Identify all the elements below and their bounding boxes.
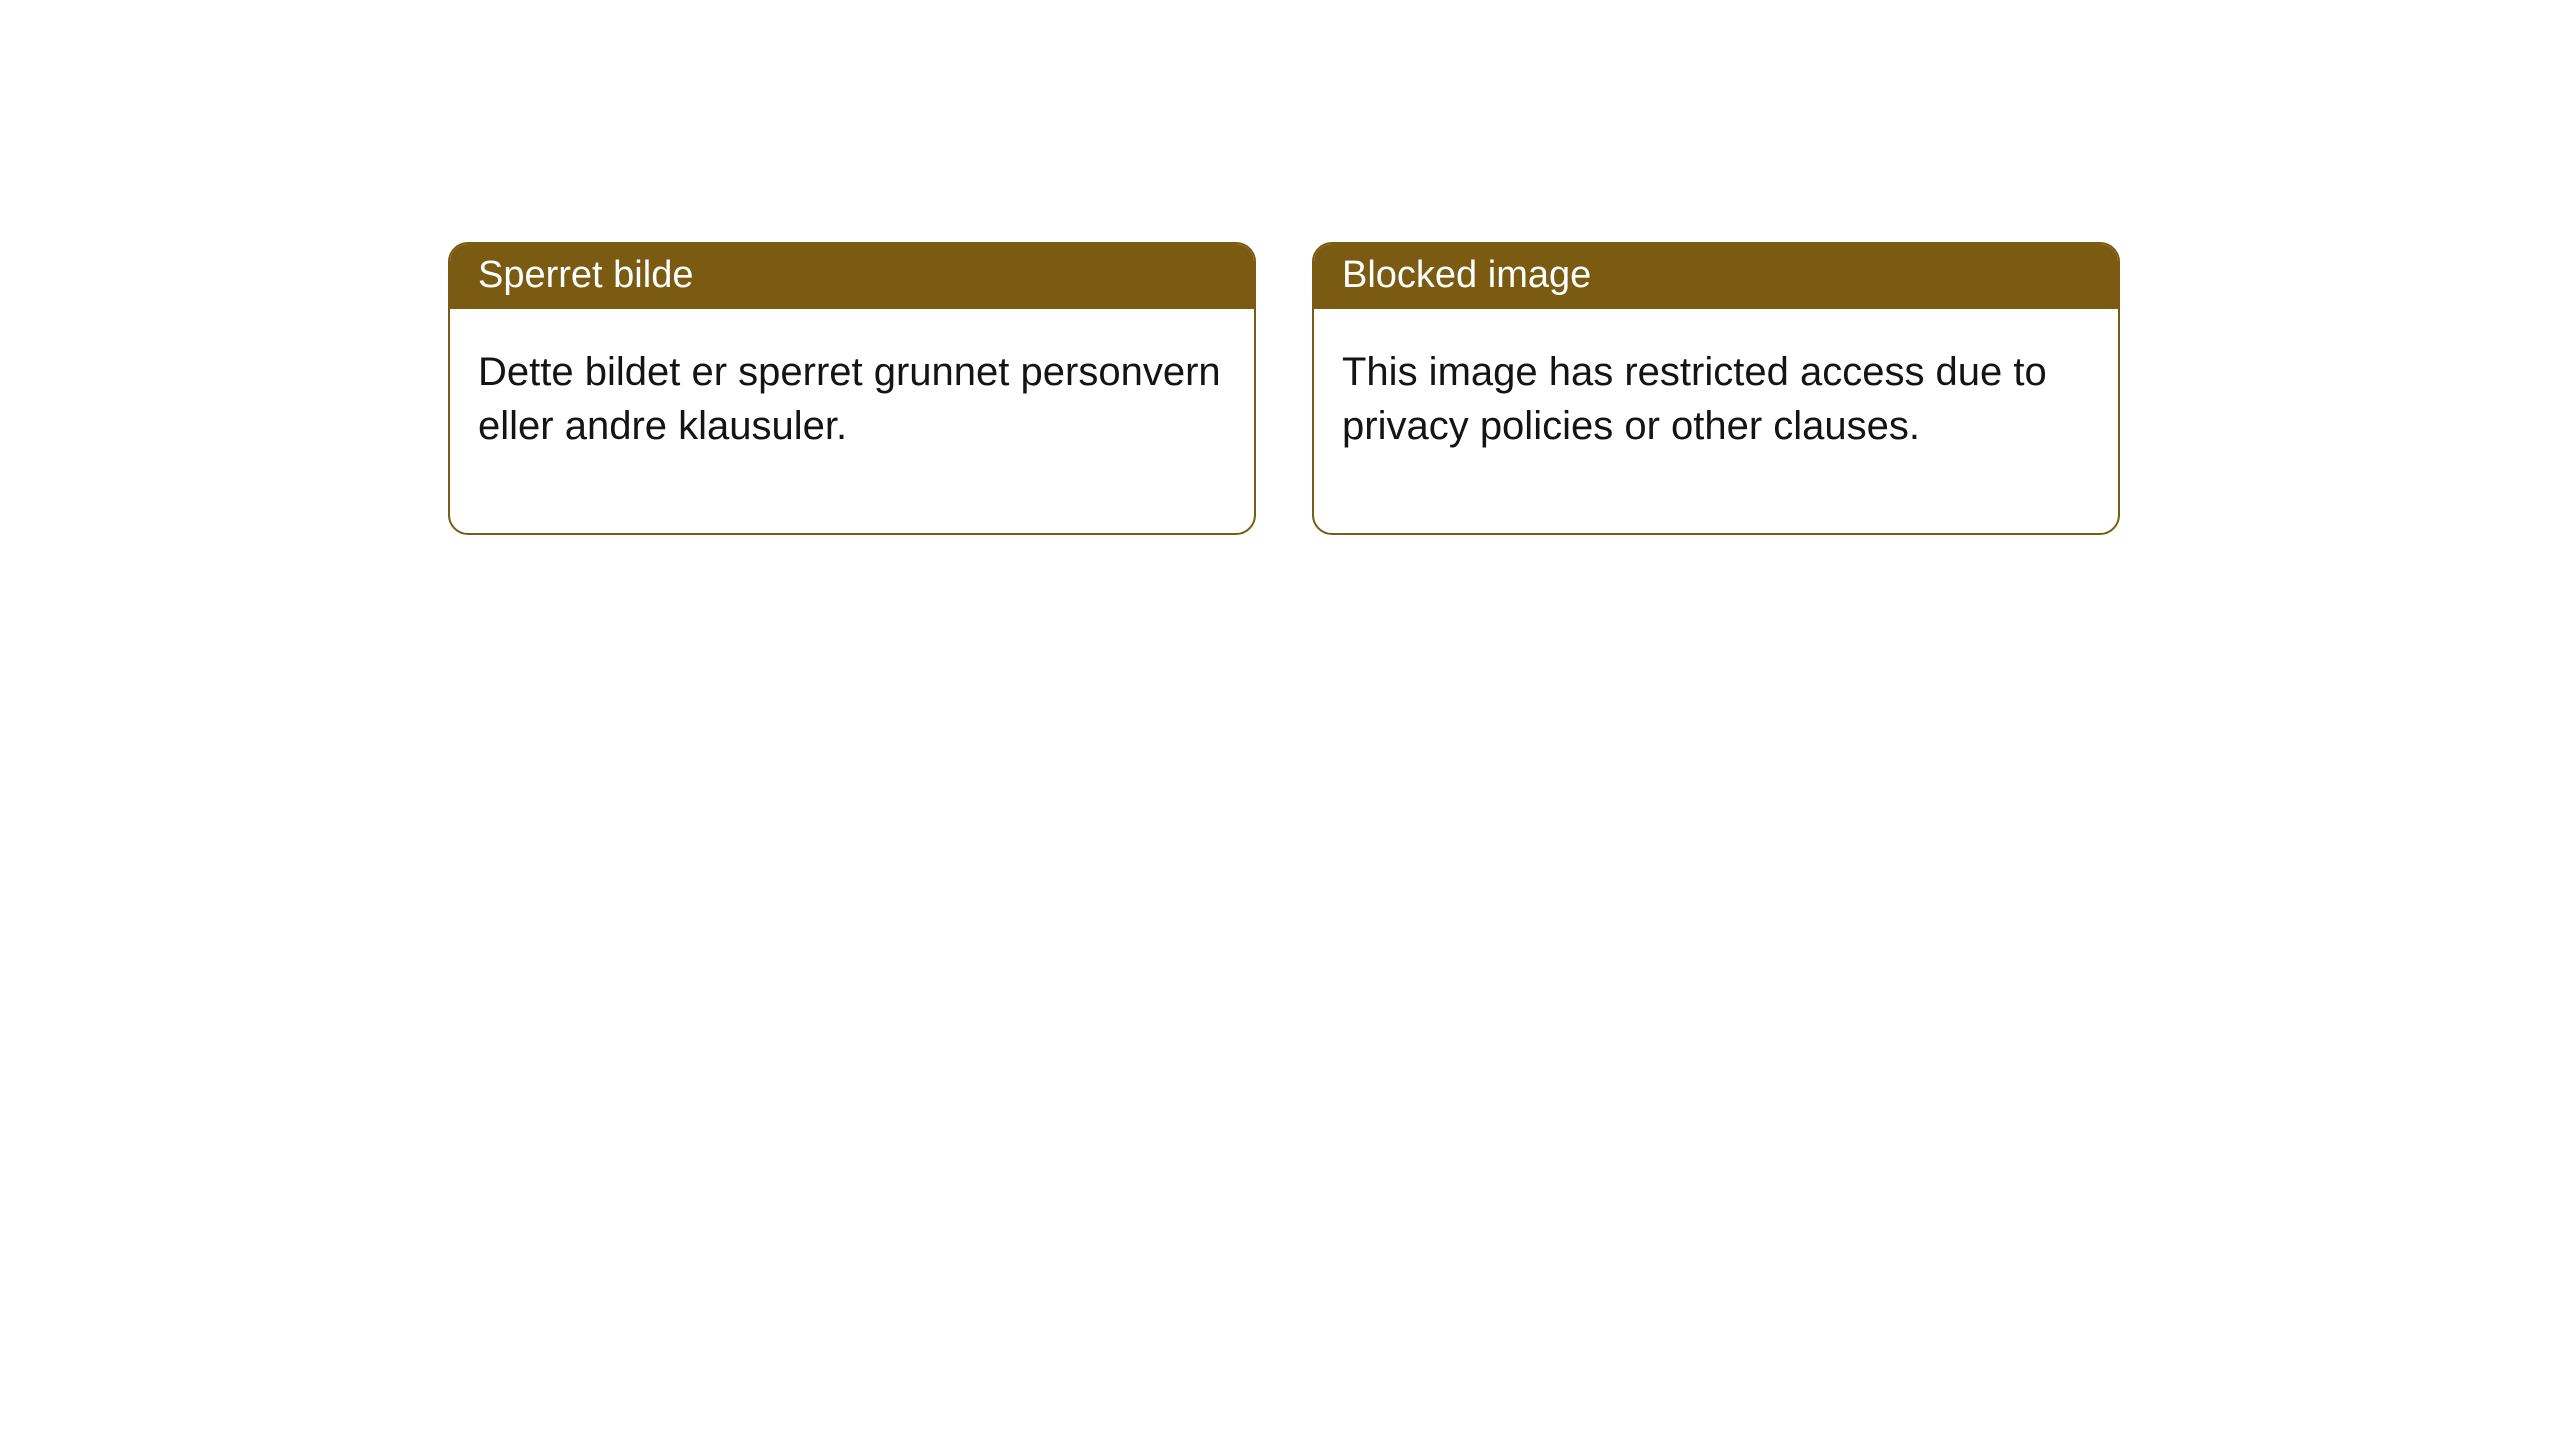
card-header-en: Blocked image [1314, 244, 2118, 309]
card-header-no: Sperret bilde [450, 244, 1254, 309]
blocked-image-card-en: Blocked image This image has restricted … [1312, 242, 2120, 535]
card-body-no: Dette bildet er sperret grunnet personve… [450, 309, 1254, 533]
blocked-image-card-no: Sperret bilde Dette bildet er sperret gr… [448, 242, 1256, 535]
cards-container: Sperret bilde Dette bildet er sperret gr… [448, 242, 2560, 535]
card-body-en: This image has restricted access due to … [1314, 309, 2118, 533]
